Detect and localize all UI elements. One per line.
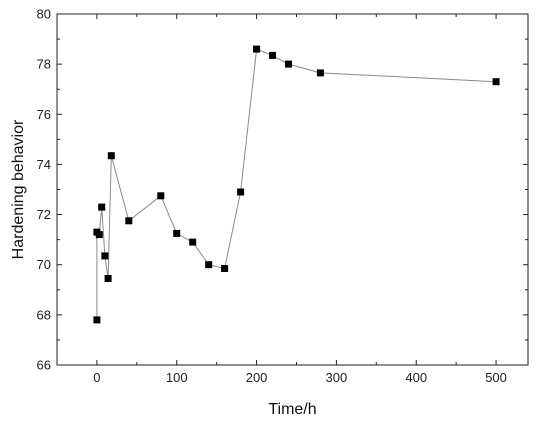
y-tick-label-76: 76 [37, 107, 51, 122]
x-tick-label-300: 300 [326, 370, 348, 385]
x-tick-label-400: 400 [405, 370, 427, 385]
data-point-8 [157, 192, 165, 200]
data-point-5 [104, 275, 112, 282]
data-point-10 [189, 238, 197, 246]
x-axis-title: Time/h [268, 401, 316, 418]
y-tick-label-74: 74 [37, 157, 51, 172]
data-point-12 [221, 265, 229, 272]
data-point-15 [269, 51, 276, 59]
x-tick-label-200: 200 [246, 370, 268, 385]
data-point-17 [316, 69, 324, 77]
y-tick-label-68: 68 [37, 307, 51, 322]
x-tick-label-500: 500 [485, 370, 507, 385]
y-tick-label-70: 70 [37, 257, 51, 272]
data-point-18 [492, 78, 500, 86]
data-point-16 [285, 60, 292, 68]
series-line-0 [96, 48, 497, 320]
data-point-4 [101, 252, 109, 260]
data-point-3 [98, 203, 106, 211]
x-tick-label-100: 100 [166, 370, 188, 385]
y-tick-label-80: 80 [37, 7, 51, 22]
ticks: 0 100 200 300 400 500 66 68 70 72 74 76 78 80 [37, 7, 528, 385]
y-tick-label-72: 72 [37, 207, 51, 222]
y-tick-label-78: 78 [37, 57, 51, 72]
data-point-9 [173, 229, 181, 237]
data-point-7 [125, 217, 133, 225]
y-tick-label-66: 66 [37, 358, 51, 373]
data-point-0 [93, 316, 101, 324]
plot-frame [56, 13, 529, 366]
y-axis-title: Hardening behavior [10, 119, 27, 259]
data-point-11 [205, 261, 213, 269]
x-tick-label-0: 0 [93, 370, 100, 385]
series-group [93, 45, 500, 324]
data-point-2 [95, 231, 103, 239]
data-point-14 [253, 45, 261, 53]
data-point-13 [237, 188, 245, 196]
data-point-6 [107, 152, 115, 160]
axes [56, 13, 529, 366]
